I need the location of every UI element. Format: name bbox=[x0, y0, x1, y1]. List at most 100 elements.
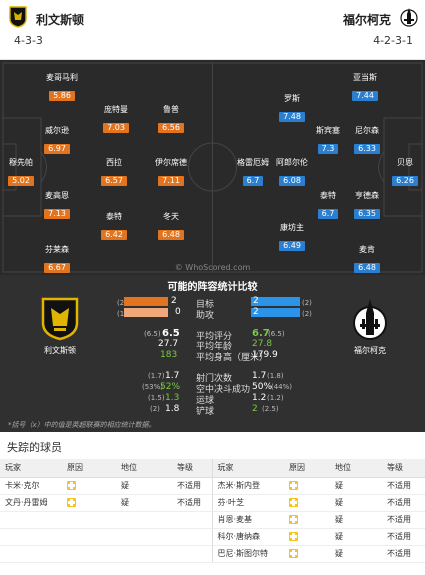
player-name: 西拉 bbox=[106, 158, 122, 167]
player-rating: 7.13 bbox=[44, 209, 70, 219]
away-team-name[interactable]: 福尔柯克 bbox=[342, 13, 391, 27]
home-player-6[interactable]: 西拉 6.57 bbox=[84, 158, 144, 187]
missing-status: 疑 bbox=[330, 511, 382, 529]
away-player-10[interactable]: 康坊主 6.49 bbox=[262, 223, 322, 252]
away-player-2[interactable]: 罗斯 7.48 bbox=[262, 94, 322, 123]
home-team-name[interactable]: 利文斯顿 bbox=[36, 13, 85, 27]
away-player-4[interactable]: 尼尔森 6.33 bbox=[337, 126, 397, 155]
missing-status: 疑 bbox=[330, 545, 382, 563]
col-header-reason: 原因 bbox=[62, 459, 116, 478]
away-player-1[interactable]: 亚当斯 7.44 bbox=[335, 73, 395, 102]
home-player-2[interactable]: 庞特曼 7.03 bbox=[86, 105, 146, 134]
away-player-3[interactable]: 斯宾塞 7.3 bbox=[298, 126, 358, 155]
col-header-status: 地位 bbox=[330, 459, 382, 478]
player-rating: 6.7 bbox=[317, 209, 339, 219]
injury-icon bbox=[67, 498, 76, 507]
away-goals-bar bbox=[251, 297, 300, 306]
table-row: 巴尼·斯图尔特 疑 不适用 bbox=[0, 545, 425, 563]
away-player-6[interactable]: 阿郎尔伦 6.08 bbox=[262, 158, 322, 187]
player-name: 鲁普 bbox=[163, 105, 179, 114]
missing-player-name[interactable]: 杰米·斯内登 bbox=[211, 477, 284, 495]
player-rating: 5.86 bbox=[49, 91, 75, 101]
player-name: 庞特曼 bbox=[104, 105, 128, 114]
away-player-11[interactable]: 麦肯 6.48 bbox=[337, 245, 397, 274]
home-player-9[interactable]: 泰特 6.42 bbox=[84, 212, 144, 241]
home-shots: 1.7 bbox=[165, 371, 180, 381]
home-player-4[interactable]: 威尔逊 6.97 bbox=[27, 126, 87, 155]
player-name: 麦高恩 bbox=[45, 191, 69, 200]
player-rating: 7.03 bbox=[103, 123, 129, 133]
missing-players-title: 失踪的球员 bbox=[7, 441, 62, 454]
home-player-8[interactable]: 麦高恩 7.13 bbox=[27, 191, 87, 220]
home-aerial-ref: (53%) bbox=[142, 383, 164, 391]
player-name: 亨德森 bbox=[355, 191, 379, 200]
player-rating: 6.48 bbox=[354, 263, 380, 273]
missing-grade: 不适用 bbox=[382, 477, 425, 495]
away-avg-rating: 6.7 bbox=[252, 328, 270, 339]
player-rating: 6.48 bbox=[158, 230, 184, 240]
player-name: 冬天 bbox=[163, 212, 179, 221]
player-name: 罗斯 bbox=[284, 94, 300, 103]
away-player-5[interactable]: 格雷厄姆 6.7 bbox=[223, 158, 283, 187]
away-dribbles: 1.2 bbox=[252, 393, 267, 403]
col-header-grade: 等级 bbox=[382, 459, 425, 478]
home-aerial: 52% bbox=[160, 382, 181, 392]
missing-status: 疑 bbox=[330, 528, 382, 546]
home-tackle-ref: (2) bbox=[150, 405, 160, 413]
away-player-7[interactable]: 贝恩 6.26 bbox=[375, 158, 425, 187]
player-name: 芬莱森 bbox=[45, 245, 69, 254]
col-header-reason: 原因 bbox=[284, 459, 330, 478]
shots-label: 射门次数 bbox=[196, 374, 233, 384]
avg-height-label: 平均身高（厘米） bbox=[196, 353, 269, 363]
player-name: 麦肯 bbox=[359, 245, 375, 254]
missing-player-name[interactable]: 肖恩·麦基 bbox=[211, 511, 284, 529]
home-dribbles: 1.3 bbox=[165, 393, 180, 403]
injury-icon bbox=[289, 481, 298, 490]
missing-player-name[interactable]: 卡米·克尔 bbox=[0, 477, 62, 495]
player-name: 伊尔席德 bbox=[155, 158, 187, 167]
away-player-8[interactable]: 泰特 6.7 bbox=[298, 191, 358, 220]
table-row: 科尔·唐纳森 疑 不适用 bbox=[0, 528, 425, 546]
away-assists-bar bbox=[251, 308, 300, 317]
home-player-5[interactable]: 穆先帕 5.02 bbox=[0, 158, 51, 187]
missing-grade: 不适用 bbox=[172, 477, 212, 495]
home-player-3[interactable]: 鲁普 6.56 bbox=[141, 105, 201, 134]
home-assists: 0 bbox=[175, 307, 181, 317]
player-rating: 6.08 bbox=[279, 176, 305, 186]
lineup-stats-comparison: 可能的阵容统计比较 利文斯顿 福尔柯克 (2) 2 目标 2 (2) (1) 0… bbox=[0, 275, 425, 432]
table-row: 文丹·丹雷姆 疑 不适用 芬·叶芝 疑 不适用 bbox=[0, 494, 425, 512]
away-player-9[interactable]: 亨德森 6.35 bbox=[337, 191, 397, 220]
home-assists-ref: (1) bbox=[117, 310, 127, 318]
missing-player-name[interactable]: 芬·叶芝 bbox=[211, 494, 284, 512]
away-shots-ref: (1.8) bbox=[267, 372, 284, 380]
player-rating: 7.44 bbox=[352, 91, 378, 101]
away-avg-height: 179.9 bbox=[252, 350, 278, 360]
player-name: 泰特 bbox=[106, 212, 122, 221]
player-name: 麦哥马利 bbox=[46, 73, 78, 82]
away-formation: 4-2-3-1 bbox=[373, 34, 413, 47]
home-goals-bar bbox=[124, 297, 168, 306]
missing-player-name[interactable]: 巴尼·斯图尔特 bbox=[211, 545, 284, 563]
missing-grade: 不适用 bbox=[382, 528, 425, 546]
col-header-player: 玩家 bbox=[0, 459, 62, 478]
missing-player-name[interactable]: 科尔·唐纳森 bbox=[211, 528, 284, 546]
injury-icon bbox=[289, 498, 298, 507]
player-rating: 6.33 bbox=[354, 144, 380, 154]
assists-label: 助攻 bbox=[196, 311, 215, 321]
away-aerial: 50% bbox=[252, 382, 273, 392]
home-player-7[interactable]: 伊尔席德 7.11 bbox=[141, 158, 201, 187]
player-name: 贝恩 bbox=[397, 158, 413, 167]
missing-player-name[interactable]: 文丹·丹雷姆 bbox=[0, 494, 62, 512]
livingston-crest-icon bbox=[9, 6, 27, 28]
player-name: 格雷厄姆 bbox=[237, 158, 269, 167]
whoscored-watermark: © WhoScored.com bbox=[174, 263, 251, 272]
player-rating: 6.49 bbox=[279, 241, 305, 251]
player-rating: 6.7 bbox=[242, 176, 264, 186]
home-player-10[interactable]: 冬天 6.48 bbox=[141, 212, 201, 241]
home-player-11[interactable]: 芬莱森 6.67 bbox=[27, 245, 87, 274]
player-rating: 6.67 bbox=[44, 263, 70, 273]
lineup-pitch: 麦哥马利 5.86 庞特曼 7.03 鲁普 6.56 威尔逊 6.97 穆先帕 5.02 … bbox=[0, 60, 425, 275]
injury-icon bbox=[289, 549, 298, 558]
player-rating: 7.11 bbox=[158, 176, 184, 186]
home-player-1[interactable]: 麦哥马利 5.86 bbox=[32, 73, 92, 102]
